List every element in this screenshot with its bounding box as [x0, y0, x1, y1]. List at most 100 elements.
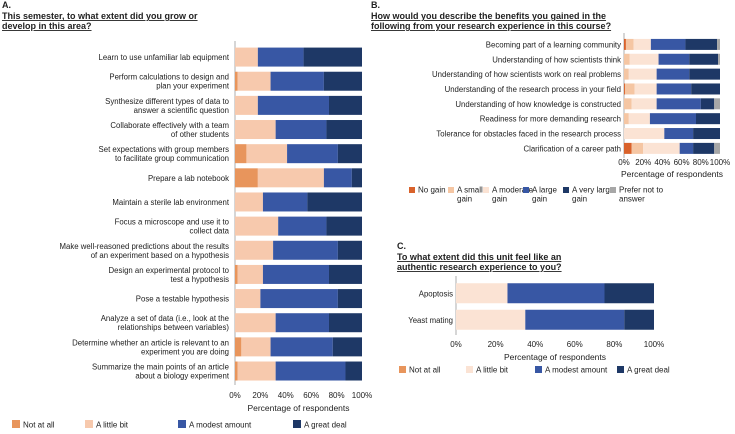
- bar-a-large-gain: [679, 142, 694, 154]
- x-tick-label: 20%: [252, 391, 268, 400]
- panel-title-line: This semester, to what extent did you gr…: [2, 11, 198, 21]
- legend-swatch-a-great-deal: [293, 420, 301, 428]
- bar-a-great-deal: [328, 264, 362, 284]
- legend-swatch-a-little-bit: [85, 420, 93, 428]
- x-tick-label: 40%: [654, 158, 670, 167]
- bar-a-modest-amount: [270, 71, 324, 91]
- category-label: of other students: [171, 130, 229, 139]
- category-label: Prepare a lab notebook: [148, 174, 229, 183]
- x-axis-title: Percentage of respondents: [504, 352, 606, 362]
- bar-a-modest-amount: [257, 95, 329, 115]
- x-axis-title: Percentage of respondents: [247, 403, 349, 413]
- legend-label: gain: [572, 195, 587, 204]
- x-tick-label: 20%: [635, 158, 651, 167]
- bar-a-modest-amount: [262, 192, 308, 212]
- bar-a-great-deal: [323, 71, 362, 91]
- bar-prefer-not-to-answer: [718, 53, 720, 65]
- bar-a-large-gain: [656, 68, 690, 80]
- x-tick-label: 20%: [488, 340, 504, 349]
- bar-prefer-not-to-answer: [717, 38, 720, 50]
- bar-a-little-bit: [235, 289, 261, 309]
- legend-label: A little bit: [476, 366, 509, 375]
- category-label: Synthesize different types of data to: [105, 97, 229, 106]
- bar-not-at-all: [235, 264, 238, 284]
- bar-a-moderate-gain: [624, 128, 665, 140]
- category-label: experiment you are doing: [141, 347, 229, 356]
- x-tick-label: 80%: [606, 340, 622, 349]
- bar-a-moderate-gain: [643, 142, 680, 154]
- bar-a-great-deal: [307, 192, 362, 212]
- bar-a-little-bit: [246, 144, 288, 164]
- legend-label: answer: [619, 195, 645, 204]
- x-tick-label: 100%: [644, 340, 664, 349]
- legend-swatch-a-modest-amount: [178, 420, 186, 428]
- bar-a-little-bit: [257, 168, 324, 188]
- x-tick-label: 0%: [450, 340, 462, 349]
- bar-no-gain: [624, 142, 632, 154]
- bar-a-small-gain: [624, 83, 635, 95]
- bar-a-little-bit: [235, 120, 276, 140]
- category-label: Understanding of how scientists work on …: [432, 70, 621, 79]
- bar-a-modest-amount: [507, 283, 605, 304]
- category-label: Understanding of the research process in…: [445, 85, 621, 94]
- bar-a-little-bit: [237, 264, 263, 284]
- bar-a-little-bit: [235, 216, 279, 236]
- panel-letter: A.: [2, 0, 11, 10]
- chart-panel-c: C.To what extent did this unit feel like…: [397, 241, 670, 375]
- bar-a-very-large-gain: [685, 38, 718, 50]
- legend-label: A great deal: [304, 421, 347, 430]
- bar-a-great-deal: [337, 289, 362, 309]
- category-label: about a biology experiment: [135, 372, 229, 381]
- legend-swatch-a-moderate-gain: [483, 187, 489, 193]
- bar-a-great-deal: [604, 283, 654, 304]
- bar-a-great-deal: [337, 240, 362, 260]
- category-label: of an experiment based on a hypothesis: [91, 251, 229, 260]
- legend-label: Not at all: [23, 421, 55, 430]
- bar-not-at-all: [235, 361, 238, 381]
- legend-label: gain: [532, 195, 547, 204]
- legend-label: A small: [457, 186, 483, 195]
- category-label: Tolerance for obstacles faced in the res…: [436, 130, 621, 139]
- category-label: Becoming part of a learning community: [486, 40, 621, 49]
- bar-a-great-deal: [326, 120, 362, 140]
- bar-a-moderate-gain: [634, 83, 657, 95]
- bar-a-great-deal: [624, 309, 654, 330]
- legend-label: A modest amount: [189, 421, 252, 430]
- legend-swatch-prefer-not-to-answer: [610, 187, 616, 193]
- panel-title-line: develop in this area?: [2, 21, 92, 31]
- category-label: Collaborate effectively with a team: [110, 121, 229, 130]
- bar-a-little-bit: [237, 361, 276, 381]
- bar-no-gain: [624, 38, 626, 50]
- bar-a-very-large-gain: [691, 83, 720, 95]
- legend-label: A little bit: [96, 421, 129, 430]
- legend-swatch-a-great-deal: [617, 366, 624, 373]
- bar-not-at-all: [235, 144, 247, 164]
- bar-a-modest-amount: [275, 361, 346, 381]
- legend-label: A large: [532, 186, 557, 195]
- bar-a-great-deal: [303, 47, 362, 67]
- x-tick-label: 60%: [303, 391, 319, 400]
- bar-a-small-gain: [624, 53, 630, 65]
- bar-a-little-bit: [235, 240, 274, 260]
- x-tick-label: 40%: [278, 391, 294, 400]
- legend-swatch-a-large-gain: [523, 187, 529, 193]
- bar-a-moderate-gain: [629, 53, 659, 65]
- category-label: plan your experiment: [156, 82, 230, 91]
- category-label: Set expectations with group members: [99, 145, 230, 154]
- bar-a-modest-amount: [525, 309, 625, 330]
- bar-a-very-large-gain: [700, 98, 715, 110]
- x-tick-label: 40%: [527, 340, 543, 349]
- category-label: Learn to use unfamiliar lab equipment: [99, 53, 230, 62]
- bar-a-moderate-gain: [633, 38, 651, 50]
- category-label: Apoptosis: [419, 289, 453, 298]
- bar-a-great-deal: [332, 337, 362, 357]
- legend-swatch-a-modest-amount: [535, 366, 542, 373]
- bar-a-modest-amount: [257, 47, 304, 67]
- legend-swatch-a-very-large-gain: [563, 187, 569, 193]
- panel-title-line: authentic research experience to you?: [397, 262, 562, 272]
- legend-label: Not at all: [409, 366, 441, 375]
- legend-swatch-a-little-bit: [466, 366, 473, 373]
- bar-a-small-gain: [624, 68, 629, 80]
- bar-a-very-large-gain: [693, 142, 715, 154]
